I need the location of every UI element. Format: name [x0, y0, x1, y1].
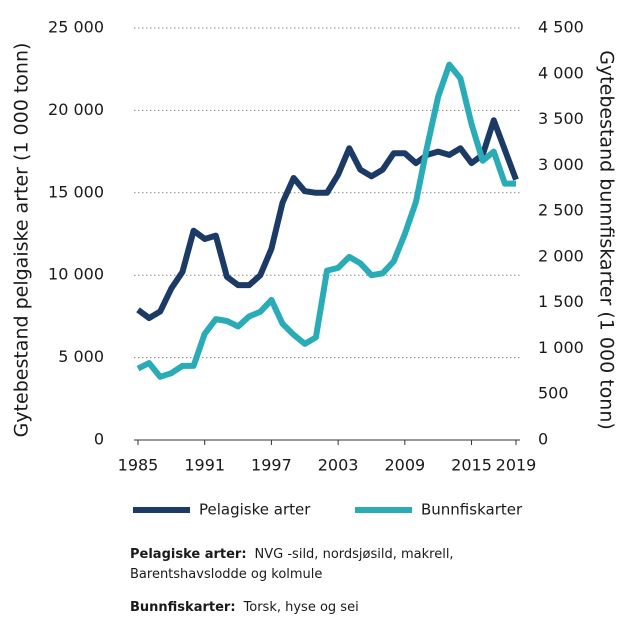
note-text: NVG -sild, nordsjøsild, makrell, Barents… [130, 547, 454, 582]
y2-tick-label: 4 500 [538, 18, 584, 37]
y2-tick-label: 2 500 [538, 201, 584, 220]
y-tick-label: 5 000 [58, 347, 104, 366]
x-tick-label: 1991 [184, 456, 225, 475]
y2-axis-title: Gytebestand bunnfiskarter (1 000 tonn) [596, 50, 618, 430]
note-term: Bunnfiskarter: [130, 600, 236, 615]
note: Bunnfiskarter: Torsk, hyse og sei [130, 598, 510, 618]
x-tick-label: 1997 [251, 456, 292, 475]
y2-tick-label: 1 000 [538, 338, 584, 357]
y-tick-label: 10 000 [48, 265, 104, 284]
y-tick-label: 0 [94, 430, 104, 449]
chart: Gytebestand pelgaiske arter (1 000 tonn)… [11, 18, 618, 519]
y-tick-label: 25 000 [48, 18, 104, 37]
legend-label: Pelagiske arter [199, 501, 311, 519]
x-tick-label: 2009 [384, 456, 425, 475]
note: Pelagiske arter: NVG -sild, nordsjøsild, … [130, 545, 510, 585]
y2-tick-label: 4 000 [538, 63, 584, 82]
y-axis-title: Gytebestand pelgaiske arter (1 000 tonn) [11, 43, 33, 438]
y2-tick-label: 3 000 [538, 155, 584, 174]
x-tick-label: 2015 [451, 456, 492, 475]
y2-tick-label: 0 [538, 430, 548, 449]
x-tick-label: 1985 [118, 456, 159, 475]
y2-tick-label: 2 000 [538, 246, 584, 265]
y-tick-label: 15 000 [48, 182, 104, 201]
note-text: Torsk, hyse og sei [243, 600, 359, 615]
legend-label: Bunnfiskarter [421, 501, 523, 519]
y2-tick-label: 500 [538, 384, 569, 403]
y2-tick-label: 1 500 [538, 292, 584, 311]
line-series [136, 61, 516, 380]
x-tick-label: 2019 [496, 456, 537, 475]
y2-tick-label: 3 500 [538, 109, 584, 128]
note-term: Pelagiske arter: [130, 547, 247, 562]
x-tick-label: 2003 [318, 456, 359, 475]
line-series [136, 117, 519, 322]
y-tick-label: 20 000 [48, 100, 104, 119]
